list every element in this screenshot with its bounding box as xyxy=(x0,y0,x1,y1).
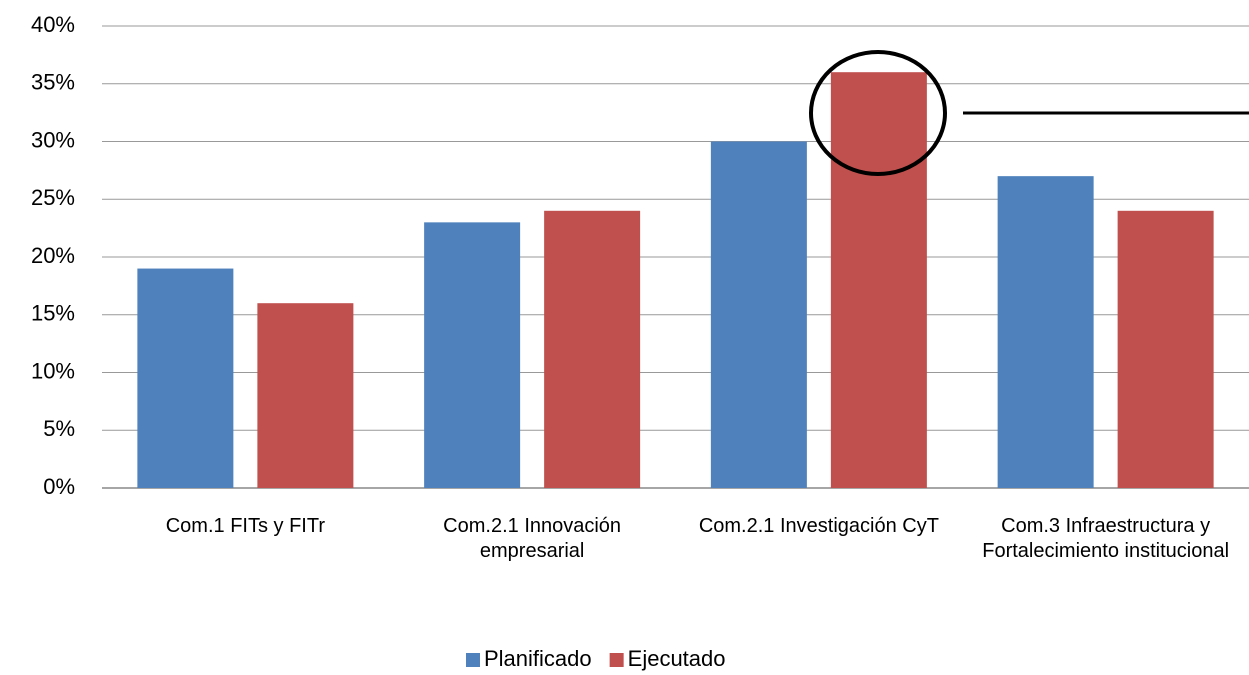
bar xyxy=(544,210,641,489)
y-tick-label: 5% xyxy=(43,416,75,441)
y-tick-label: 30% xyxy=(31,127,75,152)
plot-area: 0% 5% 10% 15% 20% 25% 30% 35% 40% Planificado Ejec… xyxy=(31,12,1249,671)
bar xyxy=(257,303,354,488)
bar xyxy=(137,268,234,488)
x-tick-label: Com.1 FITs y FITr xyxy=(165,515,325,537)
bar xyxy=(1117,210,1214,489)
bar xyxy=(424,222,521,488)
legend-swatch xyxy=(466,653,480,667)
y-tick-label: 40% xyxy=(31,12,75,37)
y-tick-label: 35% xyxy=(31,70,75,95)
legend-label: Planificado xyxy=(484,646,592,671)
x-tick-label: Com.3 Infraestructura y Fortalecimiento … xyxy=(982,515,1230,562)
y-tick-label: 10% xyxy=(31,358,75,383)
legend-swatch xyxy=(609,653,624,667)
y-tick-label: 25% xyxy=(31,185,75,210)
bar xyxy=(710,141,807,488)
legend-label: Ejecutado xyxy=(628,646,726,671)
x-tick-label: Com.2.1 Investigación CyT xyxy=(698,515,939,537)
bar xyxy=(830,72,927,488)
y-tick-label: 15% xyxy=(31,301,75,326)
x-tick-label: Com.2.1 Innovación empresarial xyxy=(443,515,622,562)
bar xyxy=(997,176,1094,488)
highlight-circle xyxy=(809,50,947,176)
y-tick-label: 0% xyxy=(43,474,75,499)
y-tick-label: 20% xyxy=(31,243,75,268)
